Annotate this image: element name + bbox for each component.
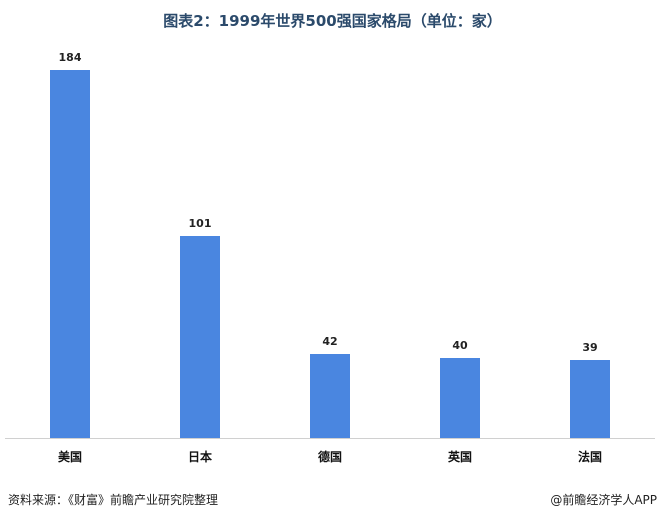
bar-3: [440, 358, 480, 438]
chart-title: 图表2：1999年世界500强国家格局（单位：家）: [163, 12, 502, 30]
data-label-0: 184: [59, 51, 82, 64]
category-label-0: 美国: [58, 449, 82, 464]
data-label-2: 42: [322, 335, 337, 348]
bar-2: [310, 354, 350, 438]
data-label-4: 39: [582, 341, 597, 354]
bar-0: [50, 70, 90, 438]
bar-4: [570, 360, 610, 438]
category-label-1: 日本: [188, 449, 212, 464]
data-label-3: 40: [452, 339, 468, 352]
data-label-1: 101: [189, 217, 212, 230]
category-label-2: 德国: [318, 449, 342, 464]
category-label-3: 英国: [448, 449, 472, 464]
brand-note: @前瞻经济学人APP: [550, 493, 657, 507]
category-label-4: 法国: [578, 449, 602, 464]
source-note: 资料来源：《财富》前瞻产业研究院整理: [8, 493, 219, 507]
bar-1: [180, 236, 220, 438]
